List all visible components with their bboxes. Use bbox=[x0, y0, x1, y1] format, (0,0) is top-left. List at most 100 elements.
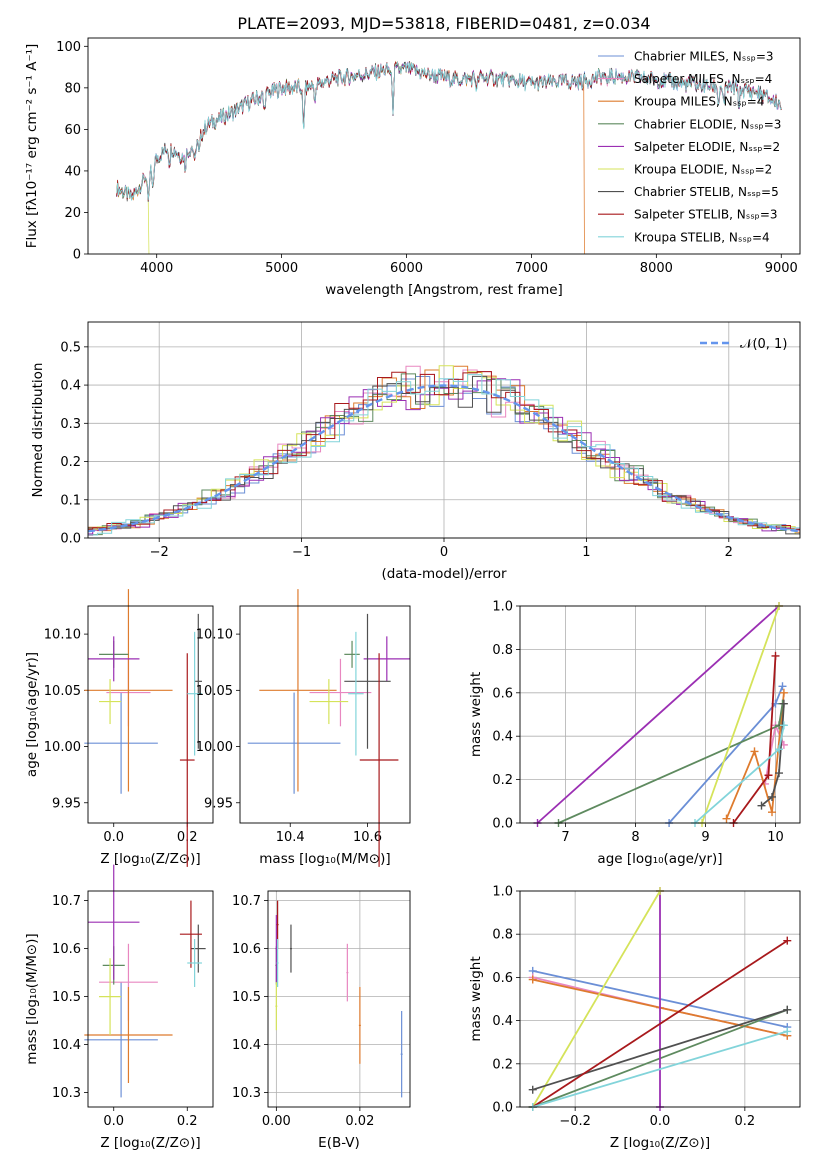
errorbars-age_vs_mass bbox=[247, 589, 410, 867]
y-tick-label: 10.10 bbox=[196, 628, 233, 643]
weight-marker-chabrier_stelib bbox=[757, 801, 766, 810]
x-tick-label: 10.4 bbox=[276, 830, 305, 845]
legend-label: Kroupa MILES, Nₛₛₚ=4 bbox=[634, 95, 764, 109]
x-tick-label: 10.6 bbox=[353, 830, 382, 845]
y-tick-label: 20 bbox=[64, 206, 81, 221]
y-tick-label: 10.7 bbox=[232, 894, 261, 909]
x-tick-label: 7 bbox=[561, 830, 569, 845]
x-axis-label: Z [log₁₀(Z/Z⊙)] bbox=[100, 1135, 200, 1151]
y-tick-label: 80 bbox=[64, 81, 81, 96]
axes-spectrum: 4000 5000 6000 7000 8000 9000 0 20 40 60 80 100 wave… bbox=[24, 40, 798, 298]
x-tick-label: −2 bbox=[150, 545, 169, 560]
x-axis-label: Z [log₁₀(Z/Z⊙)] bbox=[610, 1135, 710, 1151]
figure-title: PLATE=2093, MJD=53818, FIBERID=0481, z=0… bbox=[237, 14, 650, 33]
weight-line-salpeter_stelib bbox=[732, 655, 777, 824]
spectrum-lines bbox=[116, 60, 782, 254]
weight-line-kroupa_elodie bbox=[531, 890, 661, 1108]
legend-label: Salpeter STELIB, Nₛₛₚ=3 bbox=[634, 208, 778, 222]
weight-line-chabrier_stelib bbox=[532, 1008, 788, 1091]
y-axis-label: mass weight bbox=[468, 956, 484, 1041]
x-tick-label: 2 bbox=[725, 545, 733, 560]
x-axis-label: (data-model)/error bbox=[381, 566, 507, 582]
weight-line-salpeter_stelib bbox=[532, 939, 788, 1108]
axes-frame bbox=[87, 890, 214, 1108]
y-tick-label: 100 bbox=[56, 40, 81, 55]
x-axis-label: Z [log₁₀(Z/Z⊙)] bbox=[100, 851, 200, 867]
weight-marker-chabrier_stelib bbox=[528, 1085, 537, 1094]
x-tick-label: 0.2 bbox=[735, 1114, 756, 1129]
y-tick-label: 60 bbox=[64, 123, 81, 138]
weight-marker-kroupa_stelib bbox=[775, 745, 783, 754]
histograms bbox=[88, 365, 800, 536]
y-tick-label: 10.3 bbox=[232, 1086, 261, 1101]
weight-marker-chabrier_miles bbox=[778, 682, 787, 691]
weight-line-salpeter_elodie bbox=[536, 605, 780, 824]
histogram-salpeter_stelib bbox=[88, 371, 800, 531]
weight-marker-kroupa_stelib bbox=[783, 1027, 792, 1036]
y-tick-label: 0.1 bbox=[60, 493, 81, 508]
x-tick-label: −1 bbox=[292, 545, 311, 560]
legend-label: Kroupa STELIB, Nₛₛₚ=4 bbox=[634, 230, 770, 244]
x-tick-label: 9 bbox=[701, 830, 709, 845]
x-tick-label: 4000 bbox=[140, 261, 173, 276]
legend-label: 𝒩(0, 1) bbox=[740, 337, 787, 352]
weight-marker-kroupa_miles bbox=[528, 975, 537, 984]
y-axis-label: mass weight bbox=[468, 672, 484, 757]
axes-frame bbox=[267, 890, 411, 1108]
axes-frame bbox=[239, 605, 411, 824]
y-tick-label: 0.0 bbox=[60, 532, 81, 547]
y-tick-label: 0.2 bbox=[492, 1057, 513, 1072]
weight-marker-kroupa_stelib bbox=[779, 721, 788, 730]
axes-frame bbox=[87, 321, 801, 539]
x-tick-label: 1 bbox=[582, 545, 590, 560]
y-tick-label: 0.2 bbox=[492, 773, 513, 788]
weight-lines-weight_vs_Z bbox=[528, 887, 792, 1111]
y-tick-label: 10.05 bbox=[44, 684, 81, 699]
x-tick-label: 8 bbox=[631, 830, 639, 845]
y-tick-label: 10.4 bbox=[232, 1038, 261, 1053]
x-axis-label: mass [log₁₀(M/M⊙)] bbox=[259, 851, 390, 867]
y-tick-label: 10.00 bbox=[44, 740, 81, 755]
errorbars-mass_vs_Z bbox=[84, 864, 206, 1098]
axes-frame bbox=[519, 890, 801, 1108]
y-axis-label: Flux [fλ10⁻¹⁷ erg cm⁻² s⁻¹ A⁻¹] bbox=[24, 44, 40, 249]
weight-marker-salpeter_stelib bbox=[764, 771, 773, 780]
axes-weight_vs_Z: −0.2 0.0 0.2 0.0 0.2 0.4 0.6 0.8 1.0 Z [log₁₀(Z/Z… bbox=[468, 885, 800, 1151]
y-tick-label: 1.0 bbox=[492, 885, 513, 900]
y-tick-label: 0.5 bbox=[60, 340, 81, 355]
x-axis-label: age [log₁₀(age/yr)] bbox=[597, 851, 722, 867]
x-tick-label: 10 bbox=[767, 830, 784, 845]
x-tick-label: 8000 bbox=[640, 261, 673, 276]
legend-label: Salpeter ELODIE, Nₛₛₚ=2 bbox=[634, 140, 780, 154]
y-tick-label: 0.4 bbox=[492, 730, 513, 745]
axes-frame bbox=[87, 37, 801, 255]
errorbars-mass_vs_ebv bbox=[275, 900, 403, 1098]
x-axis-label: E(B-V) bbox=[318, 1135, 360, 1151]
y-tick-label: 0.2 bbox=[60, 455, 81, 470]
y-tick-label: 0.8 bbox=[492, 928, 513, 943]
axes-mass_vs_Z: 0.0 0.2 10.3 10.4 10.5 10.6 10.7 Z [log₁₀(Z/Z⊙)… bbox=[24, 894, 201, 1151]
weight-lines-weight_vs_age bbox=[533, 602, 788, 827]
x-tick-label: 0.2 bbox=[177, 1114, 198, 1129]
errorbars-age_vs_Z bbox=[84, 589, 202, 867]
legend-label: Chabrier STELIB, Nₛₛₚ=5 bbox=[634, 185, 779, 199]
x-tick-label: 0 bbox=[440, 545, 448, 560]
weight-marker-salpeter_stelib bbox=[771, 651, 780, 660]
x-tick-label: 5000 bbox=[265, 261, 298, 276]
y-axis-label: age [log₁₀(age/yr)] bbox=[24, 652, 40, 777]
y-axis-label: mass [log₁₀(M/M⊙)] bbox=[24, 933, 40, 1064]
y-tick-label: 0.4 bbox=[492, 1014, 513, 1029]
normal-curve bbox=[88, 384, 800, 533]
legend-label: Salpeter MILES, Nₛₛₚ=4 bbox=[634, 72, 772, 86]
x-tick-label: 0.00 bbox=[262, 1114, 291, 1129]
axes-residuals: −2 −1 0 1 2 0.0 0.1 0.2 0.3 0.4 0.5 (data-model)/er… bbox=[30, 322, 800, 582]
spectrum-legend: Chabrier MILES, Nₛₛₚ=3 Salpeter MILES, Nₛ… bbox=[598, 50, 781, 244]
plot-layer: 4000 5000 6000 7000 8000 9000020406080100wave… bbox=[24, 37, 801, 1151]
weight-marker-chabrier_stelib bbox=[768, 792, 776, 801]
y-tick-label: 10.5 bbox=[232, 990, 261, 1005]
y-tick-label: 10.6 bbox=[232, 942, 261, 957]
x-tick-label: 0.0 bbox=[103, 1114, 124, 1129]
y-tick-label: 10.6 bbox=[52, 942, 81, 957]
axes-frame bbox=[519, 605, 801, 824]
